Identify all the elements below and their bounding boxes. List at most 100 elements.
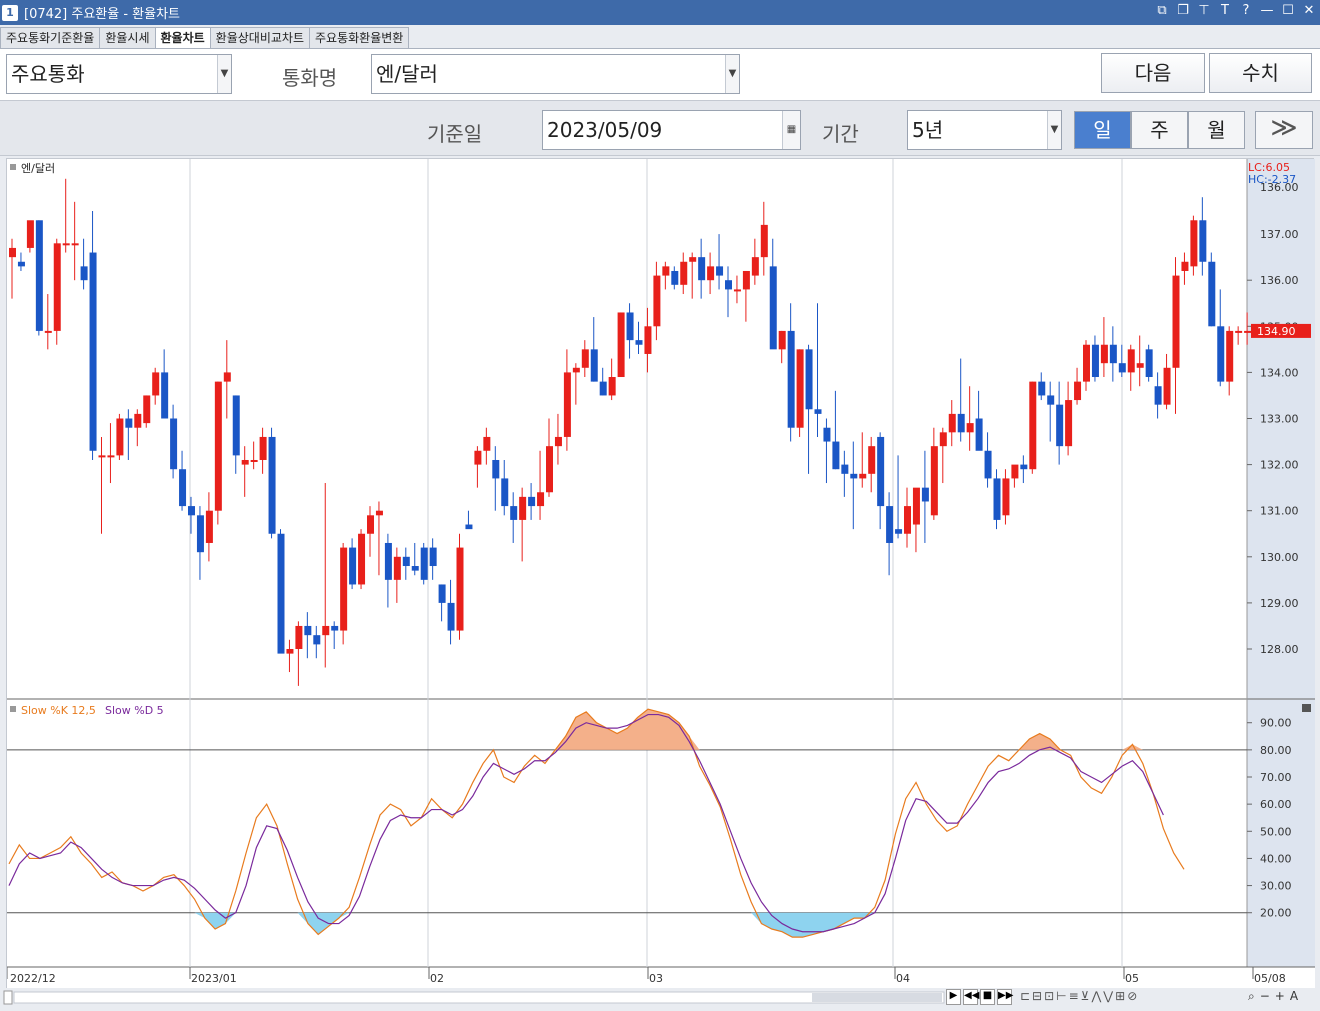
candle-body xyxy=(483,436,491,451)
osc-y-tick-label: 50.00 xyxy=(1260,825,1292,838)
y-tick-label: 131.00 xyxy=(1260,505,1299,518)
zoom-tools: ⌕−+A xyxy=(1248,989,1303,1004)
tab-currency-converter[interactable]: 주요통화환율변환 xyxy=(309,27,410,48)
candle-body xyxy=(80,266,88,281)
dropdown-arrow-icon[interactable]: ▼ xyxy=(217,55,231,93)
stop-icon[interactable]: ■ xyxy=(980,989,995,1005)
y-tick-label: 133.00 xyxy=(1260,413,1299,426)
x-tick-label: 03 xyxy=(649,972,663,985)
x-tick-label: 05 xyxy=(1125,972,1139,985)
candle-body xyxy=(644,326,652,354)
candle-body xyxy=(71,243,79,246)
currency-select[interactable]: 엔/달러 ▼ xyxy=(371,54,740,94)
status-bar: ▶ ◀◀ ■ ▶▶ ⊏⊟⊡⊢≡⊻⋀⋁⊞⊘ ⌕−+A xyxy=(0,988,1320,1007)
maximize-icon[interactable]: ☐ xyxy=(1282,3,1294,18)
base-date-value: 2023/05/09 xyxy=(547,118,663,142)
interval-weekly-tab[interactable]: 주 xyxy=(1131,111,1188,149)
font-size-button[interactable]: A xyxy=(1289,989,1304,1003)
minus-icon[interactable]: − xyxy=(1259,989,1275,1003)
candle-body xyxy=(769,266,777,350)
chart-panel[interactable]: 2022/12 2023/01 02 03 04 05 05/08 136.00 137.00 1… xyxy=(6,158,1315,989)
candle-body xyxy=(44,330,52,333)
tab-fx-chart[interactable]: 환율차트 xyxy=(154,27,211,49)
candle-body xyxy=(581,349,589,368)
help-icon[interactable]: ? xyxy=(1242,3,1250,18)
dropdown-arrow-icon[interactable]: ▼ xyxy=(1047,111,1061,149)
candle-body xyxy=(626,312,634,341)
candle-body xyxy=(107,455,115,458)
base-date-input[interactable]: 2023/05/09 ▦ xyxy=(542,110,801,150)
osc-y-tick-label: 60.00 xyxy=(1260,798,1292,811)
interval-monthly-tab[interactable]: 월 xyxy=(1188,111,1245,149)
dropdown-arrow-icon[interactable]: ▼ xyxy=(725,55,739,93)
fast-forward-icon[interactable]: ▶▶ xyxy=(997,989,1013,1005)
currency-selection-row: 주요통화 ▼ 통화명 엔/달러 ▼ 다음 수치 xyxy=(0,48,1320,100)
period-label: 기간 xyxy=(822,122,859,146)
interval-daily-tab[interactable]: 일 xyxy=(1074,111,1131,149)
candle-body xyxy=(689,257,697,262)
link-icon[interactable]: ⧉ xyxy=(1157,3,1167,18)
next-button[interactable]: 다음 xyxy=(1101,53,1205,93)
candle-body xyxy=(205,510,213,543)
chart-canvas[interactable]: 2022/12 2023/01 02 03 04 05 05/08 136.00 137.00 1… xyxy=(6,159,1315,989)
base-date-label: 기준일 xyxy=(427,122,483,146)
candle-body xyxy=(349,547,357,585)
rewind-icon[interactable]: ◀◀ xyxy=(963,989,979,1005)
plus-icon[interactable]: + xyxy=(1274,989,1290,1003)
candle-body xyxy=(599,381,607,396)
title-bar: 1 [0742] 주요환율 - 환율차트 ⧉ ❐ ⊤ T ? — ☐ ✕ xyxy=(0,0,1320,25)
candle-body xyxy=(671,270,679,285)
candle-body xyxy=(465,524,473,530)
candle-body xyxy=(367,515,374,534)
y-tick-label: 136.00 xyxy=(1260,181,1299,194)
candle-body xyxy=(966,423,974,433)
overbought-fill xyxy=(9,709,1184,750)
osc-y-tick-label: 80.00 xyxy=(1260,744,1292,757)
text-size-icon[interactable]: T xyxy=(1221,3,1229,18)
candle-body xyxy=(331,625,339,631)
drawing-tools[interactable]: ⊏⊟⊡⊢≡⊻⋀⋁⊞⊘ xyxy=(1020,989,1140,1003)
candle-body xyxy=(116,418,124,456)
candle-body xyxy=(930,446,938,516)
candle-body xyxy=(841,464,849,474)
candle-body xyxy=(850,473,858,479)
candle-body xyxy=(1154,386,1162,405)
tab-major-base-rates[interactable]: 주요통화기준환율 xyxy=(0,27,101,48)
double-chevron-right-icon[interactable]: ≫ xyxy=(1255,111,1313,149)
candle-body xyxy=(214,381,222,511)
candle-body xyxy=(447,602,455,631)
pin-icon[interactable]: ⊤ xyxy=(1198,3,1210,18)
candle-body xyxy=(188,506,195,516)
candle-body xyxy=(143,395,151,424)
play-icon[interactable]: ▶ xyxy=(946,989,961,1005)
candle-body xyxy=(1029,381,1037,470)
candle-body xyxy=(886,506,894,543)
candle-body xyxy=(680,261,688,285)
x-tick-label: 05/08 xyxy=(1254,972,1286,985)
hc-info: HC:-2.37 xyxy=(1248,173,1296,186)
candle-body xyxy=(635,340,643,345)
panel-close-icon xyxy=(1302,704,1311,712)
candle-body xyxy=(590,349,598,382)
candle-body xyxy=(1226,330,1234,382)
candle-body xyxy=(89,252,97,451)
candle-body xyxy=(1083,344,1090,382)
copy-window-icon[interactable]: ❐ xyxy=(1177,3,1189,18)
search-icon[interactable]: ⌕ xyxy=(1248,989,1260,1003)
tab-fx-quotes[interactable]: 환율시세 xyxy=(99,27,156,48)
calendar-icon[interactable]: ▦ xyxy=(782,111,800,149)
candle-body xyxy=(1118,363,1126,373)
current-price-tag xyxy=(1251,323,1311,338)
candle-body xyxy=(179,469,187,507)
candle-body xyxy=(742,270,750,290)
period-select[interactable]: 5년 ▼ xyxy=(907,110,1062,150)
candle-body xyxy=(125,418,133,428)
value-button[interactable]: 수치 xyxy=(1209,53,1312,93)
minimize-icon[interactable]: — xyxy=(1260,3,1274,18)
status-bar-graphics xyxy=(3,990,945,1005)
candle-body xyxy=(984,450,992,479)
tab-relative-compare-chart[interactable]: 환율상대비교차트 xyxy=(209,27,310,48)
close-icon[interactable]: ✕ xyxy=(1303,3,1315,18)
category-select[interactable]: 주요통화 ▼ xyxy=(6,54,232,94)
candle-body xyxy=(1074,381,1082,401)
